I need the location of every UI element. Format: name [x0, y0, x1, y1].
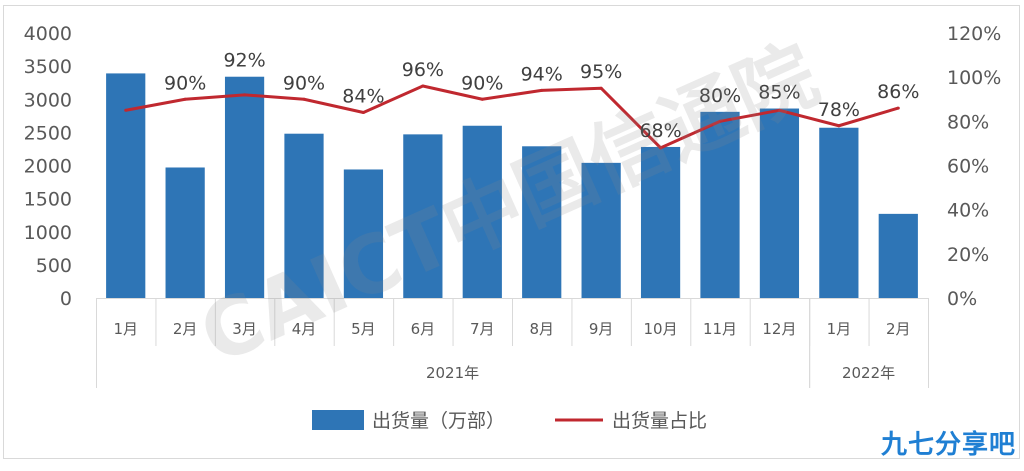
data-label: 94% — [521, 63, 563, 85]
y-left-tick-label: 3000 — [24, 89, 72, 111]
data-label: 86% — [877, 81, 919, 103]
bar — [165, 167, 205, 298]
y-left-tick-label: 500 — [36, 255, 72, 277]
bar — [284, 133, 324, 298]
x-tick-label: 2月 — [173, 320, 198, 338]
data-label: 80% — [699, 85, 741, 107]
line-point — [718, 119, 722, 123]
line-point — [777, 108, 781, 112]
y-left-tick-label: 1000 — [24, 222, 72, 244]
y-right-tick-label: 60% — [947, 156, 989, 178]
line-series — [125, 84, 899, 150]
data-label: 90% — [164, 72, 206, 94]
x-tick-label: 7月 — [470, 320, 495, 338]
line-point — [896, 106, 900, 110]
line-point — [302, 97, 306, 101]
legend-label-line: 出货量占比 — [612, 410, 707, 432]
legend-label-bars: 出货量（万部） — [372, 410, 505, 432]
y-right-tick-label: 20% — [947, 244, 989, 266]
x-tick-label: 11月 — [703, 320, 737, 338]
bar — [522, 146, 562, 298]
x-tick-label: 1月 — [827, 320, 852, 338]
data-label: 85% — [758, 82, 800, 104]
line-point — [837, 124, 841, 128]
site-logo: 九七分享吧 — [880, 430, 1016, 460]
bar — [759, 108, 800, 299]
data-label: 78% — [818, 99, 860, 121]
legend-swatch-bars — [312, 410, 364, 430]
chart-frame — [3, 5, 1020, 459]
data-label: 90% — [283, 72, 325, 94]
x-tick-label: 10月 — [644, 320, 678, 338]
line-point — [183, 97, 187, 101]
line-point — [361, 111, 365, 114]
bar — [819, 127, 859, 298]
y-left-tick-label: 4000 — [24, 23, 72, 45]
y-right-tick-label: 0% — [947, 288, 977, 310]
y-left-tick-label: 2000 — [24, 156, 72, 178]
x-tick-label: 3月 — [232, 320, 257, 338]
y-left-tick-label: 0 — [60, 288, 72, 310]
data-label: 90% — [461, 72, 503, 94]
x-tick-label: 2月 — [886, 320, 911, 338]
data-label: 84% — [342, 86, 384, 108]
y-right-tick-label: 120% — [947, 23, 1001, 45]
line-point — [421, 84, 425, 88]
y-left-tick-label: 1500 — [24, 189, 72, 211]
line-point — [659, 146, 663, 150]
x-tick-label: 6月 — [411, 320, 436, 338]
y-right-tick-label: 100% — [947, 67, 1001, 89]
x-tick-label: 8月 — [529, 320, 554, 338]
line-point — [243, 93, 247, 97]
x-tick-label: 1月 — [113, 320, 138, 338]
bar — [224, 76, 265, 298]
bar — [403, 134, 443, 298]
y-left-tick-label: 3500 — [24, 56, 72, 78]
x-tick-label: 5月 — [351, 320, 376, 338]
bar — [462, 125, 502, 298]
data-label: 68% — [639, 120, 681, 142]
bar — [343, 169, 384, 298]
line-point — [480, 97, 484, 101]
y-right-tick-label: 80% — [947, 111, 989, 133]
data-label: 95% — [580, 61, 622, 83]
bar — [700, 111, 740, 299]
group-label: 2022年 — [842, 364, 895, 382]
data-label: 92% — [223, 50, 265, 72]
x-tick-label: 9月 — [589, 320, 614, 338]
line-point — [124, 108, 128, 112]
y-right-tick-label: 40% — [947, 200, 989, 222]
bar — [878, 213, 918, 298]
bar — [581, 162, 621, 298]
line-point — [540, 88, 544, 92]
bar — [640, 146, 681, 298]
group-label: 2021年 — [426, 364, 479, 382]
line-point — [599, 86, 603, 90]
data-label: 96% — [402, 59, 444, 81]
x-tick-label: 4月 — [292, 320, 317, 338]
y-left-tick-label: 2500 — [24, 122, 72, 144]
x-tick-label: 12月 — [762, 320, 796, 338]
